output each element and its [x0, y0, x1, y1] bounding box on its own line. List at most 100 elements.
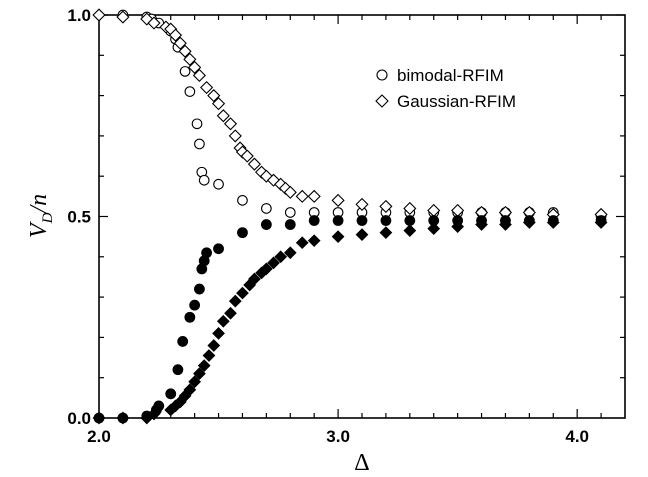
- data-point-diamond-open: [223, 117, 238, 131]
- data-point-circle-filled: [172, 364, 184, 376]
- legend-item-bimodal: bimodal-RFIM: [376, 66, 504, 85]
- data-point-circle-filled: [177, 336, 189, 347]
- data-point-diamond-open: [216, 109, 230, 123]
- data-point-diamond-filled: [379, 226, 393, 239]
- data-point-diamond-open: [173, 36, 187, 50]
- data-point-circle-filled: [332, 215, 344, 226]
- data-point-circle-filled: [237, 227, 248, 239]
- data-point-circle-open: [213, 178, 224, 190]
- x-tick-labels: 2.0 3.0 4.0: [87, 427, 589, 446]
- data-point-diamond-open: [355, 197, 369, 211]
- data-point-diamond-filled: [427, 222, 441, 235]
- legend: bimodal-RFIM Gaussian-RFIM: [375, 66, 516, 111]
- y-axis-label-sub: D: [40, 212, 56, 224]
- data-point-diamond-open: [228, 129, 242, 143]
- data-point-diamond-filled: [522, 216, 536, 229]
- data-point-diamond-filled: [546, 216, 560, 229]
- data-point-diamond-open: [147, 16, 161, 30]
- data-point-diamond-filled: [224, 306, 237, 320]
- svg-text:VD/n: VD/n: [26, 194, 56, 238]
- x-axis-label: Δ: [354, 450, 369, 476]
- series-circle-open: [117, 9, 607, 222]
- data-point-circle-filled: [213, 243, 224, 255]
- data-point-diamond-open: [192, 68, 206, 83]
- y-axis-label-main: V: [26, 221, 52, 238]
- data-point-diamond-filled: [147, 407, 161, 421]
- legend-label-gaussian: Gaussian-RFIM: [397, 92, 516, 111]
- y-tick-label: 0.5: [67, 208, 91, 227]
- data-point-diamond-filled: [236, 286, 249, 300]
- data-point-circle-filled: [284, 219, 296, 230]
- data-point-circle-open: [198, 174, 210, 186]
- data-point-diamond-filled: [267, 256, 280, 270]
- data-point-diamond-open: [247, 157, 261, 171]
- data-point-diamond-filled: [475, 218, 488, 231]
- data-point-diamond-filled: [183, 383, 197, 397]
- data-point-circle-open: [194, 138, 205, 150]
- y-tick-label: 1.0: [67, 6, 91, 25]
- data-point-diamond-open: [240, 149, 254, 163]
- data-point-diamond-open: [211, 97, 226, 111]
- data-point-circle-filled: [404, 215, 416, 226]
- data-point-diamond-open: [140, 12, 154, 26]
- data-point-diamond-open: [403, 201, 417, 216]
- data-point-diamond-open: [266, 173, 281, 187]
- data-point-circle-filled: [153, 400, 165, 412]
- data-point-diamond-filled: [594, 216, 608, 229]
- data-point-diamond-open: [116, 10, 130, 24]
- legend-marker-circle-open: [376, 69, 388, 81]
- data-point-diamond-open: [92, 8, 106, 22]
- data-point-diamond-filled: [499, 218, 512, 231]
- data-point-diamond-filled: [216, 314, 230, 328]
- y-tick-labels: 0.0 0.5 1.0: [67, 6, 91, 428]
- data-point-diamond-open: [259, 169, 273, 183]
- data-point-circle-filled: [260, 219, 272, 230]
- data-point-circle-filled: [189, 299, 201, 311]
- legend-item-gaussian: Gaussian-RFIM: [375, 92, 516, 111]
- data-point-diamond-filled: [202, 349, 216, 362]
- x-tick-label: 2.0: [87, 427, 111, 446]
- data-point-circle-filled: [194, 283, 205, 295]
- data-point-diamond-filled: [331, 230, 345, 244]
- series-layer: [92, 8, 608, 425]
- y-axis-label-tail: /n: [26, 194, 52, 215]
- data-point-circle-filled: [201, 247, 212, 259]
- data-point-diamond-filled: [188, 375, 202, 389]
- data-point-diamond-filled: [355, 228, 369, 242]
- data-point-circle-open: [261, 203, 272, 214]
- data-point-diamond-filled: [451, 220, 465, 233]
- data-point-diamond-filled: [259, 262, 273, 276]
- data-point-diamond-filled: [92, 411, 106, 425]
- legend-marker-diamond-open: [375, 94, 389, 108]
- data-point-circle-filled: [165, 388, 177, 400]
- data-point-diamond-filled: [197, 359, 211, 372]
- series-diamond-open: [92, 8, 608, 222]
- data-point-circle-open: [237, 195, 248, 206]
- data-point-diamond-open: [168, 28, 183, 42]
- data-point-diamond-open: [331, 193, 345, 207]
- data-point-circle-filled: [356, 215, 368, 226]
- data-point-circle-open: [179, 66, 191, 77]
- data-point-diamond-open: [207, 89, 221, 103]
- data-point-diamond-open: [295, 189, 309, 203]
- data-point-diamond-open: [200, 80, 214, 95]
- data-point-diamond-open: [183, 52, 197, 66]
- data-point-circle-filled: [184, 311, 196, 323]
- data-point-diamond-filled: [295, 236, 309, 250]
- series-circle-filled: [93, 215, 607, 424]
- legend-label-bimodal: bimodal-RFIM: [397, 66, 504, 85]
- data-point-diamond-filled: [212, 327, 225, 340]
- data-point-diamond-filled: [228, 294, 242, 308]
- data-point-diamond-filled: [307, 234, 321, 248]
- data-point-circle-open: [184, 86, 196, 97]
- data-point-diamond-open: [307, 189, 321, 203]
- data-point-circle-open: [284, 207, 296, 218]
- data-point-diamond-filled: [193, 367, 206, 381]
- x-tick-label: 3.0: [326, 427, 350, 446]
- data-point-diamond-filled: [207, 339, 221, 352]
- data-point-circle-filled: [308, 215, 320, 226]
- data-point-diamond-filled: [248, 272, 261, 286]
- data-point-diamond-open: [379, 199, 393, 214]
- data-point-circle-open: [191, 118, 203, 130]
